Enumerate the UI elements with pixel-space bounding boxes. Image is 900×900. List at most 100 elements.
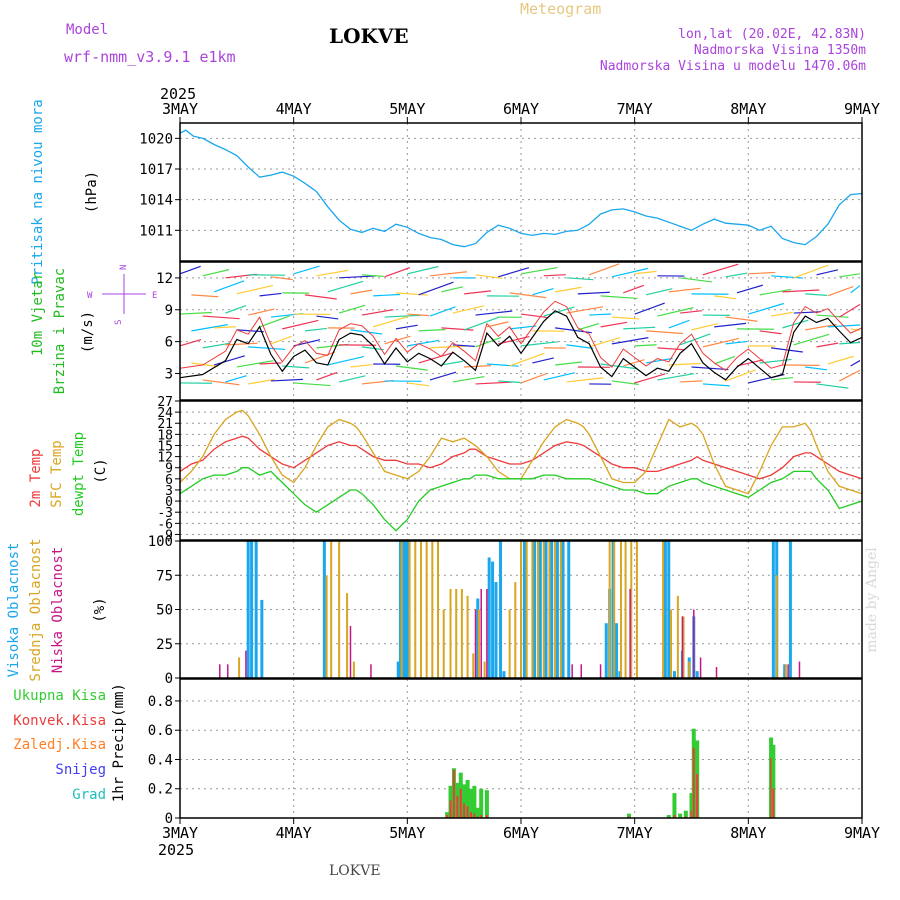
- wind-barb: [748, 302, 784, 315]
- precip-bar-convective: [480, 815, 483, 818]
- wind-barb: [827, 286, 854, 297]
- value-tick-label: 3: [165, 366, 173, 382]
- cloud-bar-high_cloud: [396, 661, 400, 678]
- precip-bar-total: [626, 813, 631, 818]
- precip-bar-total: [683, 810, 688, 818]
- wind-barb: [634, 373, 666, 384]
- wind-barb: [475, 310, 513, 316]
- wind-barb: [338, 375, 366, 383]
- wind-barb: [839, 341, 861, 345]
- wind-barb: [702, 337, 740, 348]
- cloud-bar-low_cloud: [798, 661, 801, 678]
- wind-barb: [316, 315, 339, 320]
- wind-barb: [850, 285, 861, 294]
- wind-barb: [407, 382, 430, 387]
- wind-barb: [668, 287, 701, 293]
- precip-bar-total: [472, 785, 477, 818]
- cloud-bar-low_cloud: [349, 625, 352, 678]
- wind-barb: [418, 351, 455, 364]
- sfctemp-axis-label: SFC Temp: [49, 440, 65, 507]
- value-tick-label: 9: [165, 462, 173, 477]
- cloud-bar-mid_cloud: [483, 661, 486, 678]
- wind-barb: [725, 272, 748, 278]
- cloud-bar-high_cloud: [322, 541, 326, 678]
- wind-barb: [327, 280, 364, 293]
- wind-barb: [486, 321, 509, 328]
- wind-barb: [634, 302, 665, 315]
- wind-barb: [816, 383, 849, 389]
- cloud-bar-low_cloud: [580, 664, 582, 678]
- cloud-bar-mid_cloud: [630, 541, 633, 678]
- cloud-bar-high_cloud: [533, 541, 537, 678]
- value-tick-label: 1017: [139, 162, 173, 178]
- wind-barb: [793, 264, 829, 279]
- cloud-bar-high_cloud: [695, 671, 699, 678]
- value-tick-label: 12: [156, 271, 173, 287]
- wind-barb: [657, 373, 694, 381]
- cloud-bar-low_cloud: [693, 609, 695, 678]
- value-tick-label: -3: [157, 506, 173, 521]
- wind-barb: [623, 326, 656, 330]
- axes-layer: 3MAY 3MAY 4MAY 4MAY 5MAY 5MAY 6MAY 6MAY 7MAY 7MAY…: [87, 100, 880, 842]
- value-tick-label: 75: [156, 568, 173, 584]
- compass-north: N: [119, 265, 129, 270]
- data-layer: [179, 129, 863, 818]
- wind-gust-line: [179, 300, 863, 371]
- precip-bar-total: [771, 744, 776, 818]
- wind-barb: [486, 363, 519, 367]
- wind-axis-label: 10m Vjetar: [30, 272, 46, 356]
- cloud-bar-mid_cloud: [449, 588, 452, 678]
- dewpt-axis-label: dewpt Temp: [71, 432, 87, 516]
- wind-barb: [248, 308, 275, 316]
- wind-barb: [259, 315, 290, 328]
- wind-barb: [588, 263, 620, 276]
- time-tick-bottom: 8MAY: [730, 824, 766, 842]
- wind-barb: [771, 376, 793, 381]
- wind-barb: [248, 346, 286, 351]
- cloud-bar-low_cloud: [226, 664, 229, 678]
- station-title: LOKVE: [329, 24, 409, 48]
- cloud-bar-mid_cloud: [425, 541, 428, 678]
- wind-barb: [589, 337, 621, 348]
- precip-bar-convective: [692, 747, 695, 818]
- cloud-bar-mid_cloud: [520, 541, 522, 678]
- wind-barb: [327, 355, 364, 366]
- cloud-bar-mid_cloud: [620, 541, 623, 678]
- time-tick-bottom: 3MAY: [162, 824, 198, 842]
- cloud-bar-mid_cloud: [537, 541, 540, 678]
- precip-bar-convective: [696, 774, 699, 818]
- precip-bar-convective: [446, 815, 449, 818]
- wind-barb: [543, 372, 576, 381]
- wind-barb: [441, 327, 474, 331]
- wind-barb: [634, 344, 657, 347]
- cloud-bar-mid_cloud: [400, 541, 403, 678]
- precip-bar-convective: [673, 815, 676, 818]
- product-title: Meteogram: [520, 0, 601, 18]
- grid-layer: [180, 123, 862, 819]
- cloud-bar-high_cloud: [614, 623, 618, 678]
- time-tick-top: 7MAY: [617, 100, 653, 118]
- temperature-unit-label: (C): [93, 458, 109, 483]
- precip-bar-total: [468, 788, 473, 818]
- wind-barb: [407, 339, 439, 347]
- precip-bar-total: [475, 807, 480, 818]
- value-tick-label: 9: [165, 303, 173, 319]
- cloud-bar-low_cloud: [629, 588, 631, 678]
- wind-barb: [293, 382, 331, 387]
- cloud-bar-mid_cloud: [466, 595, 469, 678]
- wind-barb: [304, 327, 327, 332]
- cloud-bar-low_cloud: [699, 657, 702, 678]
- cloud-bar-high_cloud: [618, 671, 622, 678]
- cloud-bar-high_cloud: [611, 541, 615, 678]
- cloud-bar-high_cloud: [487, 557, 491, 678]
- temp2m-axis-label: 2m Temp: [28, 448, 44, 507]
- wind-barb: [691, 323, 718, 331]
- cloud-bar-high_cloud: [401, 541, 405, 678]
- wind-barb: [839, 273, 861, 278]
- wind-barb: [520, 266, 558, 275]
- wind-barb: [452, 375, 485, 383]
- value-tick-label: 24: [157, 406, 173, 421]
- value-tick-label: 6: [165, 473, 173, 488]
- value-tick-label: 0: [165, 671, 173, 687]
- wind-barb: [838, 303, 861, 318]
